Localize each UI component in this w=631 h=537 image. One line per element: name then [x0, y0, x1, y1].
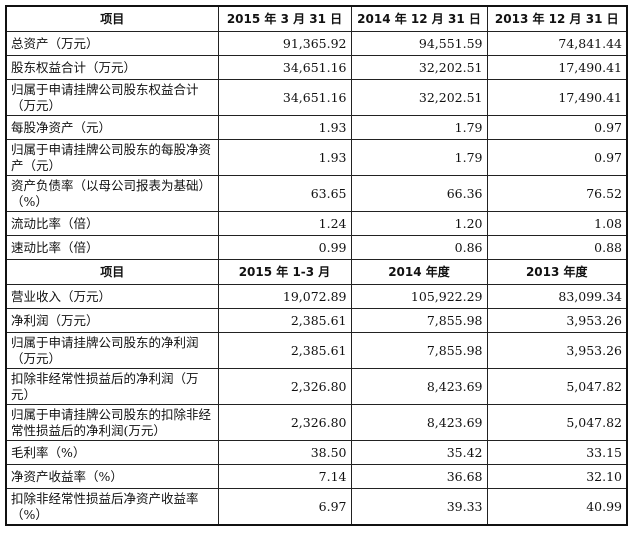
cell-value: 3,953.26 — [486, 332, 628, 369]
cell-value: 34,651.16 — [217, 79, 352, 116]
row-label: 归属于申请挂牌公司股东的净利润（万元） — [5, 332, 219, 369]
cell-value: 0.97 — [486, 139, 628, 176]
cell-value: 1.20 — [350, 211, 488, 236]
table-row: 股东权益合计（万元） 34,651.16 32,202.51 17,490.41 — [5, 55, 628, 80]
row-label: 扣除非经常性损益后净资产收益率（%） — [5, 488, 219, 526]
cell-value: 2,385.61 — [217, 308, 352, 333]
table-row: 扣除非经常性损益后净资产收益率（%） 6.97 39.33 40.99 — [5, 488, 628, 526]
cell-value: 1.79 — [350, 115, 488, 140]
cell-value: 0.88 — [486, 235, 628, 260]
cell-value: 105,922.29 — [350, 284, 488, 309]
income-section-header-row: 项目 2015 年 1-3 月 2014 年度 2013 年度 — [5, 259, 628, 285]
row-label: 归属于申请挂牌公司股东的扣除非经常性损益后的净利润(万元） — [5, 404, 219, 441]
cell-value: 5,047.82 — [486, 404, 628, 441]
column-header: 2014 年度 — [350, 259, 488, 285]
cell-value: 34,651.16 — [217, 55, 352, 80]
cell-value: 0.97 — [486, 115, 628, 140]
cell-value: 38.50 — [217, 440, 352, 465]
column-header: 2015 年 1-3 月 — [217, 259, 352, 285]
cell-value: 3,953.26 — [486, 308, 628, 333]
cell-value: 1.93 — [217, 115, 352, 140]
table-row: 毛利率（%） 38.50 35.42 33.15 — [5, 440, 628, 465]
cell-value: 76.52 — [486, 175, 628, 212]
column-header: 2013 年 12 月 31 日 — [486, 5, 628, 32]
cell-value: 91,365.92 — [217, 31, 352, 56]
row-label: 毛利率（%） — [5, 440, 219, 465]
row-label: 每股净资产（元） — [5, 115, 219, 140]
row-label: 速动比率（倍） — [5, 235, 219, 260]
row-label: 营业收入（万元） — [5, 284, 219, 309]
balance-section-header-row: 项目 2015 年 3 月 31 日 2014 年 12 月 31 日 2013 年 … — [5, 5, 628, 32]
table-row: 归属于申请挂牌公司股东的扣除非经常性损益后的净利润(万元） 2,326.80 8,4… — [5, 404, 628, 441]
cell-value: 19,072.89 — [217, 284, 352, 309]
table-row: 净利润（万元） 2,385.61 7,855.98 3,953.26 — [5, 308, 628, 333]
cell-value: 2,326.80 — [217, 404, 352, 441]
row-label: 总资产（万元） — [5, 31, 219, 56]
column-header: 项目 — [5, 259, 219, 285]
table-row: 每股净资产（元） 1.93 1.79 0.97 — [5, 115, 628, 140]
cell-value: 40.99 — [486, 488, 628, 526]
cell-value: 66.36 — [350, 175, 488, 212]
cell-value: 35.42 — [350, 440, 488, 465]
row-label: 资产负债率（以母公司报表为基础）（%） — [5, 175, 219, 212]
cell-value: 17,490.41 — [486, 79, 628, 116]
cell-value: 94,551.59 — [350, 31, 488, 56]
cell-value: 74,841.44 — [486, 31, 628, 56]
row-label: 归属于申请挂牌公司股东的每股净资产（元） — [5, 139, 219, 176]
cell-value: 8,423.69 — [350, 368, 488, 405]
row-label: 流动比率（倍） — [5, 211, 219, 236]
column-header: 项目 — [5, 5, 219, 32]
cell-value: 32.10 — [486, 464, 628, 489]
table-row: 扣除非经常性损益后的净利润（万元） 2,326.80 8,423.69 5,047.8… — [5, 368, 628, 405]
row-label: 股东权益合计（万元） — [5, 55, 219, 80]
cell-value: 8,423.69 — [350, 404, 488, 441]
cell-value: 2,326.80 — [217, 368, 352, 405]
row-label: 扣除非经常性损益后的净利润（万元） — [5, 368, 219, 405]
cell-value: 5,047.82 — [486, 368, 628, 405]
table-row: 归属于申请挂牌公司股东的每股净资产（元） 1.93 1.79 0.97 — [5, 139, 628, 176]
table-row: 资产负债率（以母公司报表为基础）（%） 63.65 66.36 76.52 — [5, 175, 628, 212]
cell-value: 32,202.51 — [350, 79, 488, 116]
cell-value: 1.08 — [486, 211, 628, 236]
column-header: 2013 年度 — [486, 259, 628, 285]
cell-value: 63.65 — [217, 175, 352, 212]
cell-value: 7.14 — [217, 464, 352, 489]
cell-value: 0.86 — [350, 235, 488, 260]
table-row: 净资产收益率（%） 7.14 36.68 32.10 — [5, 464, 628, 489]
table-row: 归属于申请挂牌公司股东的净利润（万元） 2,385.61 7,855.98 3,953… — [5, 332, 628, 369]
cell-value: 2,385.61 — [217, 332, 352, 369]
table-row: 流动比率（倍） 1.24 1.20 1.08 — [5, 211, 628, 236]
row-label: 净资产收益率（%） — [5, 464, 219, 489]
cell-value: 17,490.41 — [486, 55, 628, 80]
cell-value: 1.93 — [217, 139, 352, 176]
table-row: 总资产（万元） 91,365.92 94,551.59 74,841.44 — [5, 31, 628, 56]
row-label: 净利润（万元） — [5, 308, 219, 333]
cell-value: 0.99 — [217, 235, 352, 260]
financial-summary-table: 项目 2015 年 3 月 31 日 2014 年 12 月 31 日 2013 年 … — [5, 5, 628, 526]
table-row: 营业收入（万元） 19,072.89 105,922.29 83,099.34 — [5, 284, 628, 309]
cell-value: 7,855.98 — [350, 332, 488, 369]
cell-value: 32,202.51 — [350, 55, 488, 80]
cell-value: 36.68 — [350, 464, 488, 489]
cell-value: 7,855.98 — [350, 308, 488, 333]
cell-value: 1.79 — [350, 139, 488, 176]
cell-value: 83,099.34 — [486, 284, 628, 309]
cell-value: 33.15 — [486, 440, 628, 465]
column-header: 2014 年 12 月 31 日 — [350, 5, 488, 32]
cell-value: 39.33 — [350, 488, 488, 526]
row-label: 归属于申请挂牌公司股东权益合计（万元） — [5, 79, 219, 116]
table-row: 归属于申请挂牌公司股东权益合计（万元） 34,651.16 32,202.51 17,… — [5, 79, 628, 116]
column-header: 2015 年 3 月 31 日 — [217, 5, 352, 32]
table-row: 速动比率（倍） 0.99 0.86 0.88 — [5, 235, 628, 260]
cell-value: 1.24 — [217, 211, 352, 236]
cell-value: 6.97 — [217, 488, 352, 526]
